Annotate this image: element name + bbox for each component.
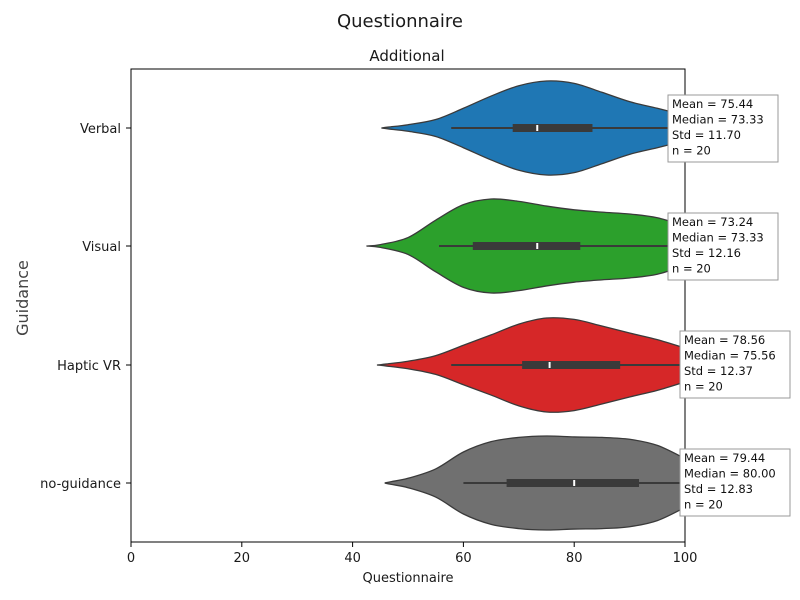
- stats-line: Mean = 78.56: [684, 333, 765, 347]
- median-marker: [536, 243, 539, 249]
- stats-line: Mean = 75.44: [672, 97, 753, 111]
- y-axis-ticks: Verbal Visual Haptic VR no-guidance: [40, 122, 131, 492]
- stats-line: n = 20: [672, 144, 711, 158]
- x-tick-label: 40: [344, 551, 361, 566]
- x-tick-label: 100: [673, 551, 698, 566]
- stats-box: [667, 94, 779, 163]
- median-marker: [536, 125, 539, 131]
- suptitle: Questionnaire: [337, 11, 463, 32]
- x-axis-ticks: 0 20 40 60 80 100: [127, 542, 698, 566]
- violins-layer: [366, 80, 686, 531]
- x-tick-label: 60: [455, 551, 472, 566]
- stats-box: [679, 330, 791, 399]
- y-tick-label: no-guidance: [40, 477, 121, 492]
- iqr-box: [472, 242, 581, 250]
- iqr-box: [506, 479, 640, 487]
- stats-line: Std = 11.70: [672, 128, 741, 142]
- y-tick-label: Verbal: [80, 122, 121, 137]
- stats-line: Median = 73.33: [672, 231, 764, 245]
- median-marker: [573, 480, 576, 486]
- stats-line: Median = 75.56: [684, 349, 776, 363]
- y-tick-label: Haptic VR: [57, 359, 121, 374]
- y-axis-label: Guidance: [13, 260, 32, 336]
- stats-line: Median = 80.00: [684, 467, 776, 481]
- x-axis-label: Questionnaire: [362, 571, 453, 586]
- stats-line: Mean = 73.24: [672, 215, 753, 229]
- stats-line: Std = 12.83: [684, 482, 753, 496]
- stats-line: Median = 73.33: [672, 113, 764, 127]
- stats-line: Std = 12.16: [672, 246, 741, 260]
- stats-line: Mean = 79.44: [684, 451, 765, 465]
- stats-line: n = 20: [684, 380, 723, 394]
- stats-line: Std = 12.37: [684, 364, 753, 378]
- x-tick-label: 20: [234, 551, 251, 566]
- plot-frame: [130, 68, 686, 543]
- y-tick-label: Visual: [82, 240, 121, 255]
- chart-title: Additional: [369, 47, 444, 65]
- stats-box: [679, 448, 791, 517]
- median-marker: [548, 362, 551, 368]
- iqr-box: [522, 361, 621, 369]
- stats-box: [667, 212, 779, 281]
- x-tick-label: 0: [127, 551, 135, 566]
- iqr-box: [512, 124, 593, 132]
- x-tick-label: 80: [566, 551, 583, 566]
- stats-line: n = 20: [684, 498, 723, 512]
- stats-line: n = 20: [672, 262, 711, 276]
